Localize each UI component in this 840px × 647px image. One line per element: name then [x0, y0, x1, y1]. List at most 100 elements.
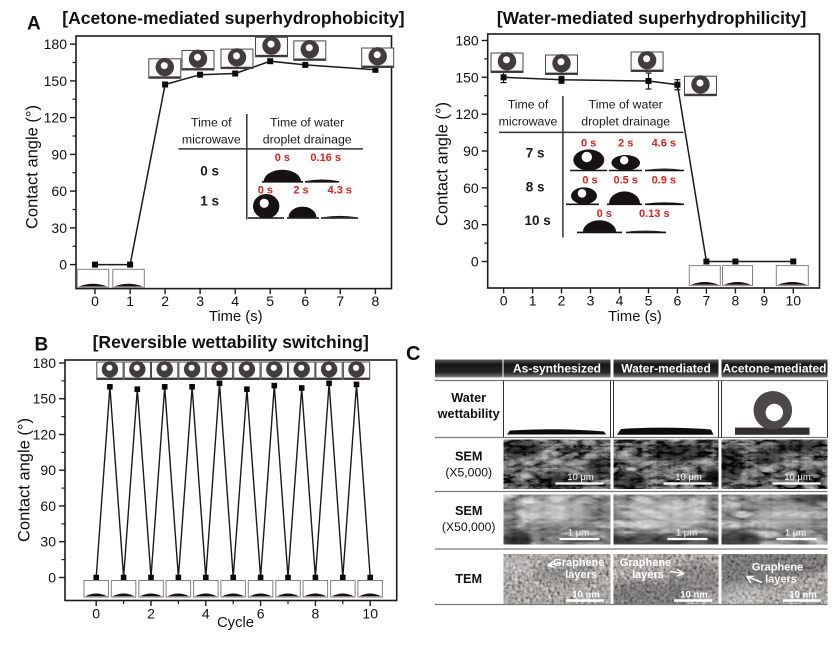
svg-text:4.3 s: 4.3 s: [327, 185, 351, 197]
svg-text:0: 0: [500, 293, 508, 309]
svg-text:layers: layers: [765, 574, 797, 586]
svg-text:2: 2: [147, 606, 155, 622]
svg-text:(X5,000): (X5,000): [445, 466, 492, 480]
svg-text:10 μm: 10 μm: [784, 472, 811, 483]
svg-text:6: 6: [257, 606, 265, 622]
svg-text:SEM: SEM: [455, 504, 483, 518]
svg-text:6: 6: [301, 293, 309, 309]
svg-text:4: 4: [231, 293, 239, 309]
svg-text:8 s: 8 s: [526, 180, 545, 195]
svg-text:Time of water: Time of water: [589, 98, 663, 112]
svg-text:60: 60: [51, 183, 67, 199]
svg-text:[Acetone-mediated superhydroph: [Acetone-mediated superhydrophobicity]: [62, 8, 404, 28]
svg-text:droplet drainage: droplet drainage: [263, 133, 352, 147]
svg-text:4: 4: [616, 293, 624, 309]
svg-text:0: 0: [91, 293, 99, 309]
svg-text:droplet drainage: droplet drainage: [581, 115, 670, 129]
svg-text:0 s: 0 s: [200, 164, 219, 179]
svg-text:8: 8: [732, 293, 740, 309]
svg-text:1: 1: [126, 293, 134, 309]
svg-text:10 nm: 10 nm: [680, 590, 707, 601]
svg-text:0 s: 0 s: [581, 138, 596, 150]
svg-text:0 s: 0 s: [582, 175, 597, 187]
svg-text:TEM: TEM: [455, 572, 482, 586]
svg-text:layers: layers: [632, 569, 664, 581]
svg-text:1 μm: 1 μm: [785, 528, 806, 539]
svg-text:180: 180: [33, 355, 57, 371]
svg-text:10 μm: 10 μm: [675, 472, 702, 483]
svg-text:10 s: 10 s: [524, 213, 550, 228]
svg-text:1 μm: 1 μm: [676, 528, 697, 539]
svg-text:120: 120: [33, 427, 57, 443]
svg-text:7: 7: [336, 293, 344, 309]
svg-text:0: 0: [48, 570, 56, 586]
svg-text:10: 10: [362, 606, 378, 622]
svg-text:6: 6: [674, 293, 682, 309]
svg-text:7: 7: [703, 293, 711, 309]
svg-text:Graphene: Graphene: [553, 557, 604, 569]
svg-text:4: 4: [202, 606, 210, 622]
svg-text:90: 90: [40, 462, 56, 478]
svg-text:3: 3: [587, 293, 595, 309]
svg-text:90: 90: [51, 146, 67, 162]
svg-text:Graphene: Graphene: [620, 557, 671, 569]
svg-text:0 s: 0 s: [258, 185, 273, 197]
svg-text:Contact angle (°): Contact angle (°): [434, 102, 452, 226]
svg-text:60: 60: [463, 180, 479, 196]
svg-text:[Water-mediated superhydrophil: [Water-mediated superhydrophilicity]: [497, 8, 807, 28]
svg-text:Time of water: Time of water: [270, 116, 344, 130]
svg-text:0.13 s: 0.13 s: [639, 208, 670, 220]
svg-text:C: C: [406, 343, 420, 365]
svg-text:0 s: 0 s: [275, 152, 290, 164]
svg-text:Contact angle (°): Contact angle (°): [16, 418, 34, 542]
svg-text:As-synthesized: As-synthesized: [513, 362, 601, 376]
svg-text:180: 180: [455, 33, 479, 49]
svg-text:2: 2: [161, 293, 169, 309]
svg-text:2 s: 2 s: [618, 138, 633, 150]
svg-text:SEM: SEM: [455, 450, 483, 464]
svg-text:1 s: 1 s: [200, 194, 219, 209]
svg-text:5: 5: [266, 293, 274, 309]
svg-text:30: 30: [40, 534, 56, 550]
svg-text:wettability: wettability: [437, 407, 500, 421]
svg-text:[Reversible wettability switch: [Reversible wettability switching]: [93, 332, 369, 352]
svg-text:Time (s): Time (s): [209, 309, 263, 325]
svg-text:150: 150: [455, 69, 479, 85]
svg-text:layers: layers: [565, 569, 597, 581]
svg-text:90: 90: [463, 143, 479, 159]
svg-text:150: 150: [33, 391, 57, 407]
svg-text:Water-mediated: Water-mediated: [621, 362, 711, 376]
svg-text:0: 0: [471, 254, 479, 270]
svg-text:microwave: microwave: [182, 133, 241, 147]
svg-text:0 s: 0 s: [597, 208, 612, 220]
svg-text:8: 8: [312, 606, 320, 622]
svg-text:2: 2: [558, 293, 566, 309]
svg-text:0.16 s: 0.16 s: [310, 152, 341, 164]
svg-text:1 μm: 1 μm: [568, 528, 589, 539]
svg-text:30: 30: [51, 220, 67, 236]
svg-text:10 μm: 10 μm: [567, 472, 594, 483]
svg-text:0.5 s: 0.5 s: [613, 175, 637, 187]
svg-text:Cycle: Cycle: [217, 615, 254, 631]
svg-text:4.6 s: 4.6 s: [652, 138, 676, 150]
svg-text:Water: Water: [451, 391, 486, 405]
svg-text:3: 3: [196, 293, 204, 309]
svg-text:1: 1: [529, 293, 537, 309]
svg-text:120: 120: [44, 110, 68, 126]
svg-text:0: 0: [59, 257, 67, 273]
svg-text:Acetone-mediated: Acetone-mediated: [722, 362, 826, 376]
svg-text:microwave: microwave: [499, 115, 558, 129]
svg-text:0.9 s: 0.9 s: [652, 175, 676, 187]
svg-text:2 s: 2 s: [293, 185, 308, 197]
svg-text:10 nm: 10 nm: [789, 590, 816, 601]
svg-text:0: 0: [92, 606, 100, 622]
svg-text:180: 180: [44, 36, 68, 52]
svg-text:10 nm: 10 nm: [572, 590, 599, 601]
svg-text:7 s: 7 s: [526, 146, 545, 161]
svg-text:60: 60: [40, 498, 56, 514]
svg-text:Graphene: Graphene: [752, 562, 803, 574]
svg-text:(X50,000): (X50,000): [442, 520, 496, 534]
svg-text:Time of: Time of: [191, 116, 232, 130]
svg-text:A: A: [27, 14, 41, 35]
svg-text:Time of: Time of: [508, 98, 549, 112]
